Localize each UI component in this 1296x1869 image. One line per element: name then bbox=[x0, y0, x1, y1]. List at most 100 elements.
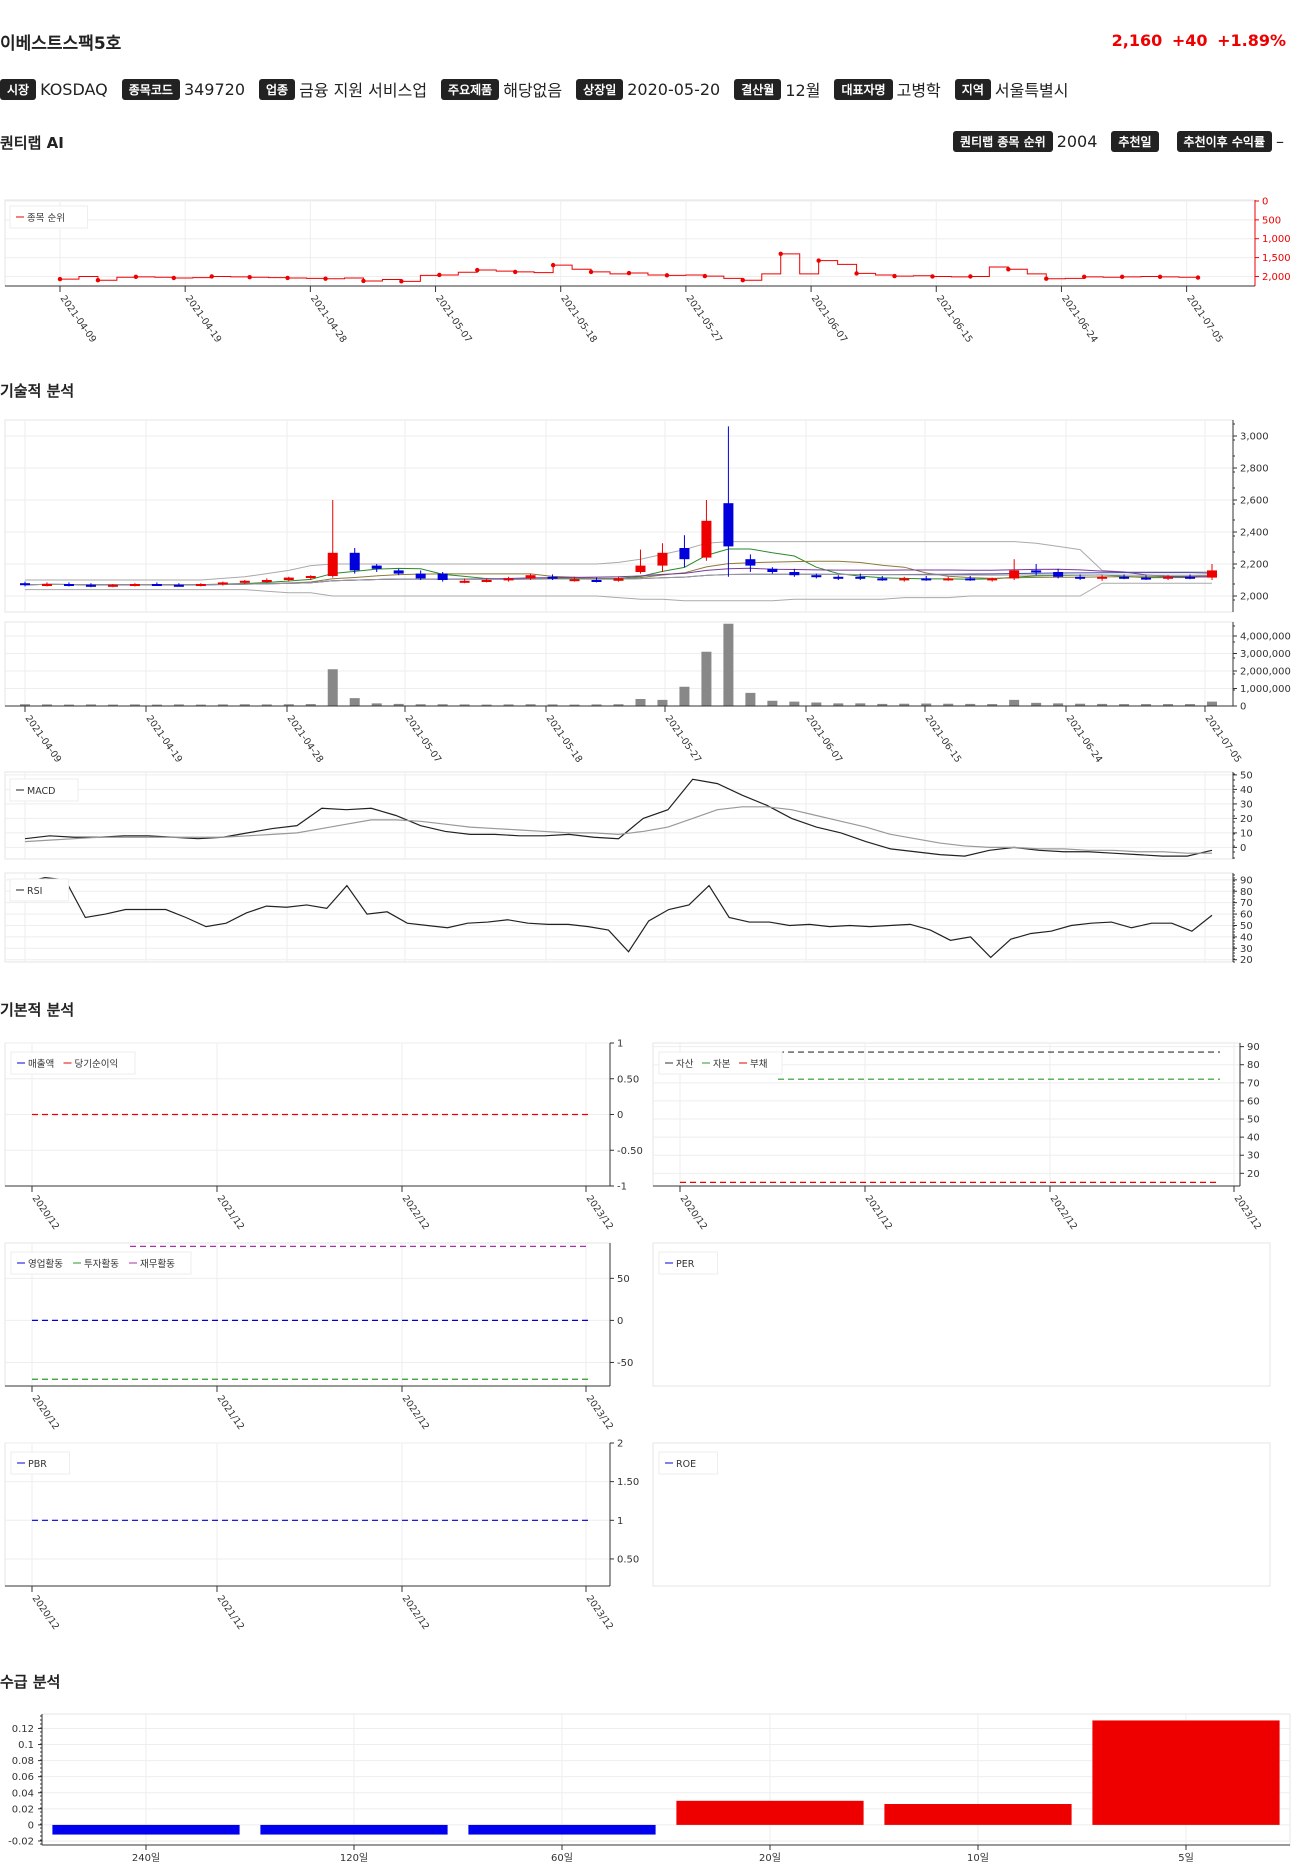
cashflow-chart-legend-label: 영업활동 bbox=[28, 1258, 63, 1270]
bollinger-upper bbox=[25, 541, 1212, 581]
rank-point bbox=[1082, 274, 1087, 280]
supply-tick-label: 0 bbox=[28, 1820, 34, 1831]
volume-bar bbox=[745, 692, 756, 706]
volume-bar bbox=[151, 704, 162, 706]
supply-x-label: 5일 bbox=[1178, 1852, 1194, 1864]
volume-bar bbox=[855, 703, 866, 706]
volume-bar bbox=[85, 704, 96, 706]
candle-body bbox=[107, 584, 118, 587]
balance-chart-tick-label: 20 bbox=[1247, 1169, 1260, 1180]
per-chart-legend-box bbox=[658, 1251, 718, 1275]
per-chart-legend-label: PER bbox=[676, 1259, 695, 1270]
stock-name: 이베스트스팩5호 bbox=[0, 34, 122, 54]
supply-bar bbox=[260, 1824, 448, 1835]
rank-tick-label: 1,500 bbox=[1262, 253, 1291, 264]
volume-bar bbox=[283, 704, 294, 706]
roe-chart-legend-box bbox=[658, 1451, 718, 1475]
candle-body bbox=[85, 584, 96, 587]
candle-body bbox=[151, 584, 162, 586]
rank-point bbox=[1006, 267, 1011, 272]
volume-bar bbox=[701, 651, 712, 706]
rank-tick-label: 2,000 bbox=[1262, 272, 1291, 283]
balance-chart-x-label: 2022/12 bbox=[1048, 1193, 1080, 1232]
candle-body bbox=[305, 576, 316, 578]
candle-body bbox=[877, 578, 888, 581]
rank-point bbox=[854, 271, 859, 276]
cashflow-chart-tick-label: 50 bbox=[617, 1274, 630, 1285]
macd-tick-label: 0 bbox=[1240, 843, 1246, 854]
rank-point bbox=[57, 276, 63, 282]
supply-x-label: 10일 bbox=[967, 1852, 989, 1864]
pbr-chart-tick-label: 0.50 bbox=[617, 1554, 639, 1565]
rank-x-label: 2021-05-27 bbox=[683, 293, 724, 345]
rsi-tick-label: 90 bbox=[1240, 875, 1253, 886]
candle-body bbox=[415, 573, 426, 579]
volume-bar bbox=[63, 704, 74, 706]
pbr-chart-frame bbox=[4, 1442, 611, 1587]
rank-label: 퀀티랩 종목 순위 bbox=[953, 131, 1053, 152]
volume-bar bbox=[1163, 704, 1174, 706]
candle-body bbox=[899, 578, 910, 581]
rank-point bbox=[740, 278, 745, 283]
supply-tick-label: -0.02 bbox=[8, 1836, 34, 1847]
macd-chart-frame bbox=[4, 771, 1234, 860]
supply-x-label: 120일 bbox=[340, 1852, 368, 1864]
supply-x-label: 20일 bbox=[759, 1852, 781, 1864]
rank-point bbox=[1119, 274, 1125, 280]
revenue-chart-legend-label: 매출액 bbox=[28, 1058, 54, 1070]
meta-value: 해당없음 bbox=[503, 81, 563, 100]
candle-body bbox=[1185, 576, 1196, 579]
pbr-chart-x-label: 2022/12 bbox=[400, 1593, 432, 1632]
balance-chart-tick-label: 50 bbox=[1247, 1115, 1260, 1126]
volume-bar bbox=[613, 704, 624, 706]
price-tick-label: 2,600 bbox=[1240, 496, 1269, 507]
supply-tick-label: 0.1 bbox=[18, 1740, 34, 1751]
volume-bar bbox=[41, 704, 52, 706]
volume-x-label: 2021-06-15 bbox=[923, 713, 964, 765]
roe-chart-legend-label: ROE bbox=[676, 1459, 696, 1470]
volume-bar bbox=[987, 704, 998, 706]
candle-body bbox=[261, 580, 272, 582]
volume-bar bbox=[811, 702, 822, 706]
volume-bar bbox=[789, 701, 800, 706]
meta-value: 고병학 bbox=[896, 81, 941, 100]
rank-x-label: 2021-06-15 bbox=[934, 293, 975, 345]
volume-bar bbox=[1185, 704, 1196, 706]
volume-bar bbox=[547, 704, 558, 706]
fundamental-section-title: 기본적 분석 bbox=[0, 1001, 75, 1019]
macd-line bbox=[24, 778, 1213, 857]
volume-bar bbox=[1075, 703, 1086, 706]
volume-bar bbox=[217, 704, 228, 706]
rank-x-label: 2021-06-24 bbox=[1059, 293, 1100, 345]
volume-bar bbox=[239, 704, 250, 706]
candle-body bbox=[41, 584, 52, 586]
volume-tick-label: 4,000,000 bbox=[1240, 632, 1291, 643]
supply-bar bbox=[52, 1824, 240, 1835]
macd-tick-label: 20 bbox=[1240, 814, 1253, 825]
candle-body bbox=[1009, 570, 1020, 579]
pbr-chart-tick-label: 1.50 bbox=[617, 1477, 639, 1488]
volume-x-label: 2021-04-28 bbox=[285, 713, 326, 765]
rank-point bbox=[361, 278, 366, 284]
rsi-tick-label: 80 bbox=[1240, 887, 1253, 898]
candle-body bbox=[591, 580, 602, 582]
supply-tick-label: 0.06 bbox=[12, 1772, 34, 1783]
candle-body bbox=[371, 565, 382, 569]
candle-body bbox=[1075, 576, 1086, 579]
candle-body bbox=[921, 578, 932, 581]
pbr-chart-legend-label: PBR bbox=[28, 1459, 47, 1470]
rank-legend-box bbox=[9, 205, 88, 229]
volume-chart-frame bbox=[4, 621, 1234, 707]
supply-tick-label: 0.04 bbox=[12, 1788, 34, 1799]
rank-point bbox=[892, 273, 897, 279]
ai-section-title: 퀀티랩 AI bbox=[0, 134, 64, 152]
candle-body bbox=[679, 548, 690, 560]
balance-chart-x-label: 2020/12 bbox=[678, 1193, 710, 1232]
revenue-chart-tick-label: -1 bbox=[617, 1182, 627, 1193]
return-value: – bbox=[1276, 132, 1284, 151]
cashflow-chart-x-label: 2020/12 bbox=[30, 1393, 62, 1432]
volume-tick-label: 0 bbox=[1240, 702, 1246, 713]
meta-item: 시장 KOSDAQ bbox=[0, 78, 108, 100]
supply-tick-label: 0.12 bbox=[12, 1724, 34, 1735]
